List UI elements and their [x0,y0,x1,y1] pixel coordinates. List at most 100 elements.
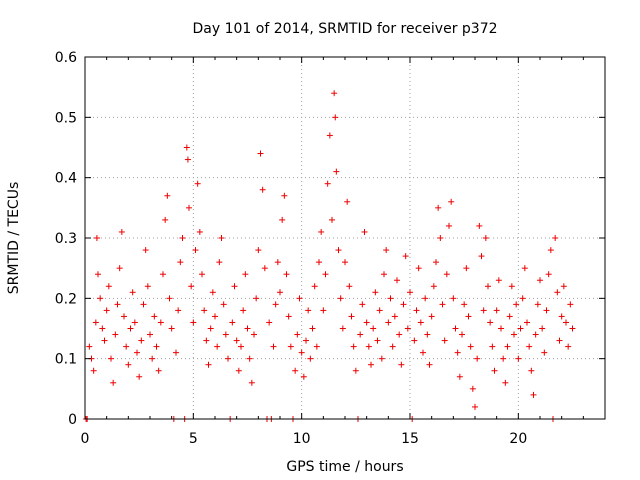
data-point [558,313,565,320]
data-point [324,180,331,187]
data-point [365,343,372,350]
data-point [461,301,468,308]
data-point [521,265,528,272]
data-point [149,355,156,362]
data-point [329,216,335,223]
data-point [225,355,231,362]
data-point [342,259,348,266]
data-point [428,313,435,320]
data-point [456,373,463,380]
data-point [238,343,244,350]
data-point [476,222,483,229]
data-point [144,283,151,290]
data-point [498,325,504,332]
data-point [164,192,171,199]
data-point [450,295,457,302]
data-point [138,337,145,344]
x-tick-label: 0 [81,431,90,447]
data-point [560,283,567,290]
data-point [426,361,433,368]
data-point [346,283,353,290]
data-point [277,289,283,296]
data-point [99,325,106,332]
data-point [97,295,104,302]
data-point [108,355,114,362]
y-tick-label: 0.6 [55,50,77,66]
data-point [524,319,530,326]
data-point [92,319,99,326]
data-point [155,367,162,374]
data-point [552,235,559,241]
data-point [123,343,130,350]
data-point [569,325,576,332]
data-point [556,337,563,344]
data-point [543,307,550,314]
data-point [381,271,387,278]
data-point [491,367,498,374]
data-point [129,289,136,296]
data-point [541,349,548,356]
data-point [480,307,487,314]
data-point [294,331,301,338]
data-point [465,313,472,320]
data-point [244,325,251,332]
data-point [86,343,93,350]
x-tick-label: 20 [509,431,527,447]
data-point [205,361,212,368]
data-point [526,343,533,350]
data-point [495,277,502,284]
data-point [482,235,489,241]
data-point [283,271,290,278]
data-point [389,343,396,350]
data-point [110,379,117,386]
data-point [127,325,134,332]
data-point [398,361,405,368]
data-point [545,271,552,278]
data-point [190,319,197,326]
data-point [363,319,370,326]
grid-lines [85,57,605,419]
data-point [257,150,264,157]
data-point [233,337,240,344]
data-point [487,319,494,326]
data-point [374,337,381,344]
data-point [175,307,182,314]
data-point [415,265,422,272]
data-point [459,331,465,338]
data-point [534,301,541,308]
data-point [166,295,173,302]
data-point [309,325,316,332]
data-point [179,235,186,241]
data-point [270,343,277,350]
data-point [333,168,340,175]
data-point [246,355,253,362]
data-point [184,156,191,163]
data-point [318,228,325,235]
y-tick-label: 0.5 [55,110,77,126]
data-point [400,301,407,308]
data-point [385,319,392,326]
data-point [261,265,268,272]
x-tick-label: 10 [293,431,311,447]
data-point [530,391,537,398]
data-point [396,331,403,338]
data-point [565,343,572,350]
data-point [443,271,450,278]
data-point [359,301,366,308]
data-point [220,301,227,308]
axis-ticks: 0 0.1 0.2 0.3 0.4 0.5 0.6 0 5 10 15 20 [55,50,605,447]
data-point [513,301,520,308]
data-point [422,295,429,302]
data-point [300,373,307,380]
plot-frame [84,56,606,420]
data-point [376,307,383,314]
data-point [413,307,420,314]
data-point [131,319,138,326]
data-point [196,228,203,235]
y-tick-label: 0.4 [55,171,77,187]
data-point [160,271,166,278]
data-point [532,331,539,338]
data-point [307,355,314,362]
data-point [370,325,377,332]
